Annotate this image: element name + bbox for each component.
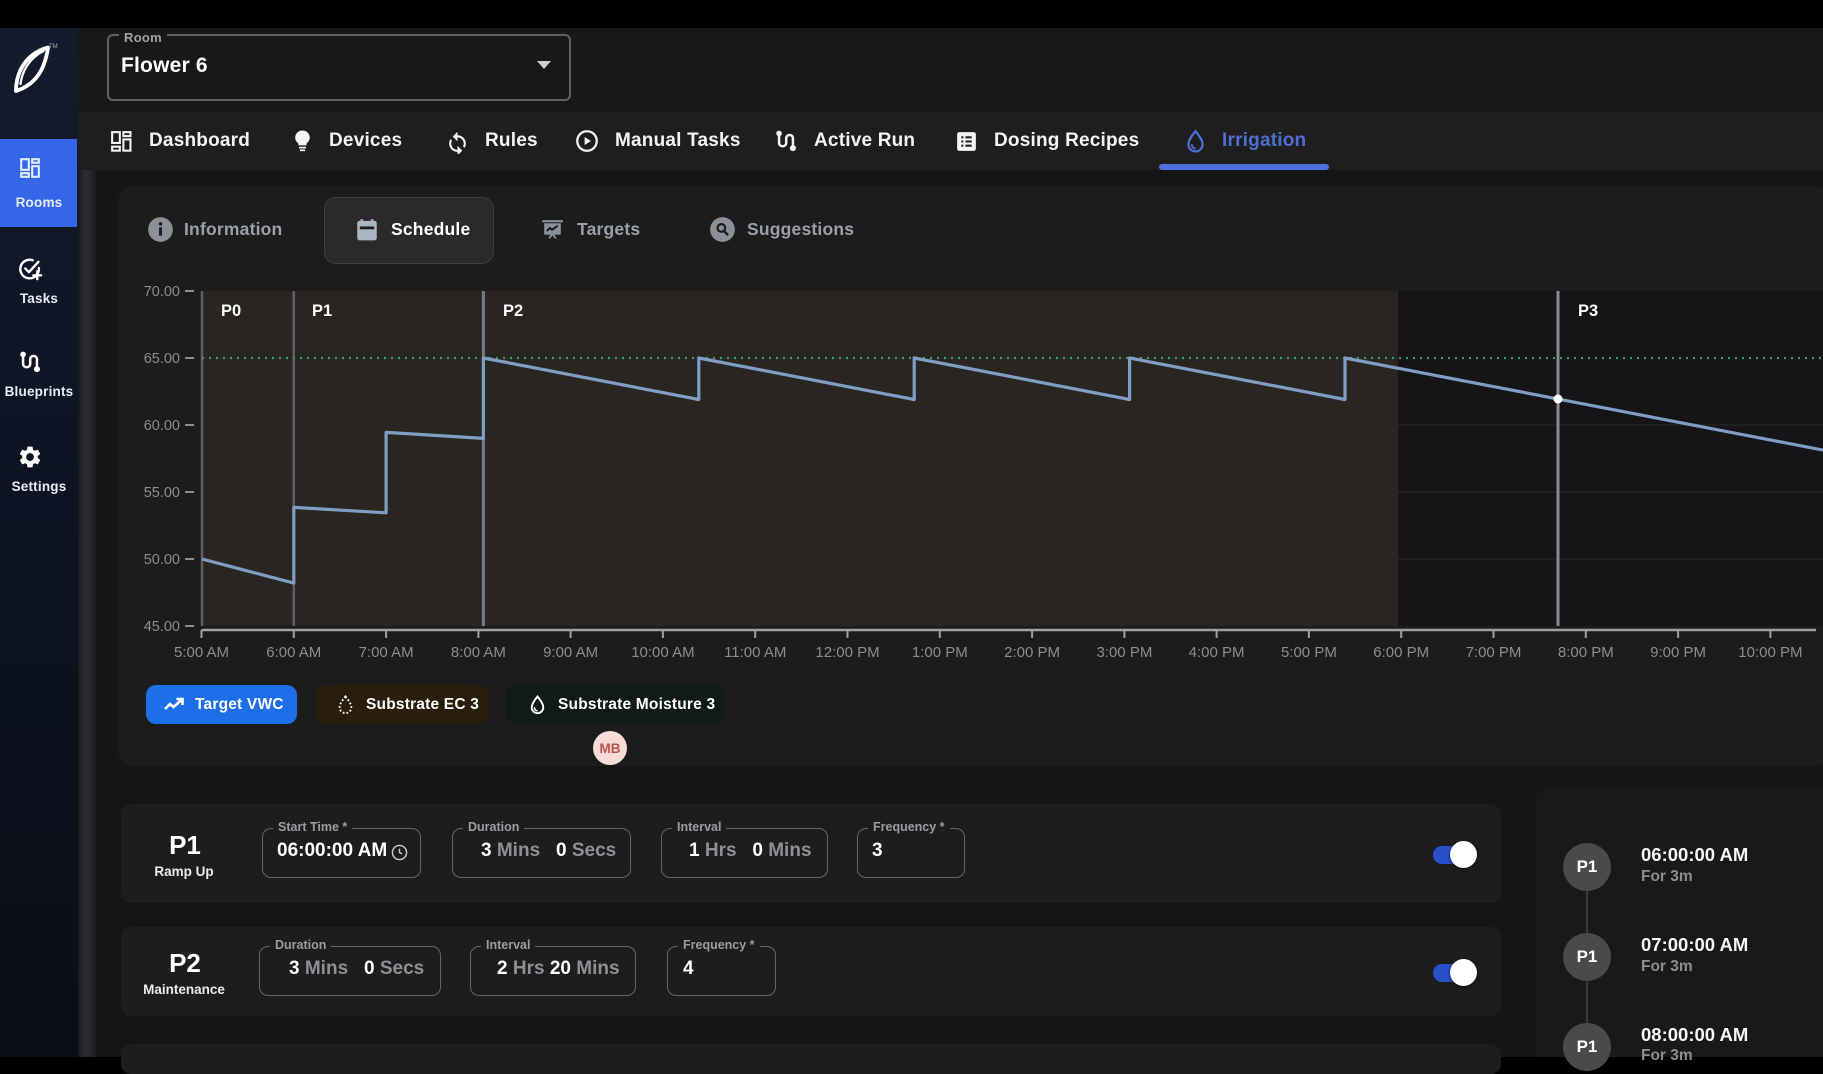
svg-text:7:00 AM: 7:00 AM xyxy=(359,644,414,661)
svg-text:9:00 AM: 9:00 AM xyxy=(543,644,598,661)
svg-text:5:00 PM: 5:00 PM xyxy=(1281,644,1337,661)
svg-text:7:00 PM: 7:00 PM xyxy=(1466,644,1522,661)
svg-text:9:00 PM: 9:00 PM xyxy=(1650,644,1706,661)
svg-text:10:00 PM: 10:00 PM xyxy=(1738,644,1802,661)
svg-text:5:00 AM: 5:00 AM xyxy=(174,644,229,661)
svg-text:4:00 PM: 4:00 PM xyxy=(1189,644,1245,661)
svg-text:50.00: 50.00 xyxy=(144,552,180,568)
svg-text:8:00 PM: 8:00 PM xyxy=(1558,644,1614,661)
svg-text:65.00: 65.00 xyxy=(144,351,180,367)
svg-text:8:00 AM: 8:00 AM xyxy=(451,644,506,661)
svg-text:6:00 AM: 6:00 AM xyxy=(266,644,321,661)
svg-text:12:00 PM: 12:00 PM xyxy=(815,644,879,661)
svg-text:1:00 PM: 1:00 PM xyxy=(912,644,968,661)
svg-text:70.00: 70.00 xyxy=(144,284,180,300)
svg-text:P0: P0 xyxy=(221,302,241,320)
svg-text:55.00: 55.00 xyxy=(144,485,180,501)
svg-text:P3: P3 xyxy=(1578,302,1598,320)
svg-text:2:00 PM: 2:00 PM xyxy=(1004,644,1060,661)
svg-text:P1: P1 xyxy=(312,302,332,320)
svg-text:60.00: 60.00 xyxy=(144,418,180,434)
svg-text:P2: P2 xyxy=(503,302,523,320)
svg-text:10:00 AM: 10:00 AM xyxy=(631,644,694,661)
svg-text:6:00 PM: 6:00 PM xyxy=(1373,644,1429,661)
svg-text:45.00: 45.00 xyxy=(144,619,180,635)
svg-text:3:00 PM: 3:00 PM xyxy=(1096,644,1152,661)
svg-text:11:00 AM: 11:00 AM xyxy=(724,644,786,661)
